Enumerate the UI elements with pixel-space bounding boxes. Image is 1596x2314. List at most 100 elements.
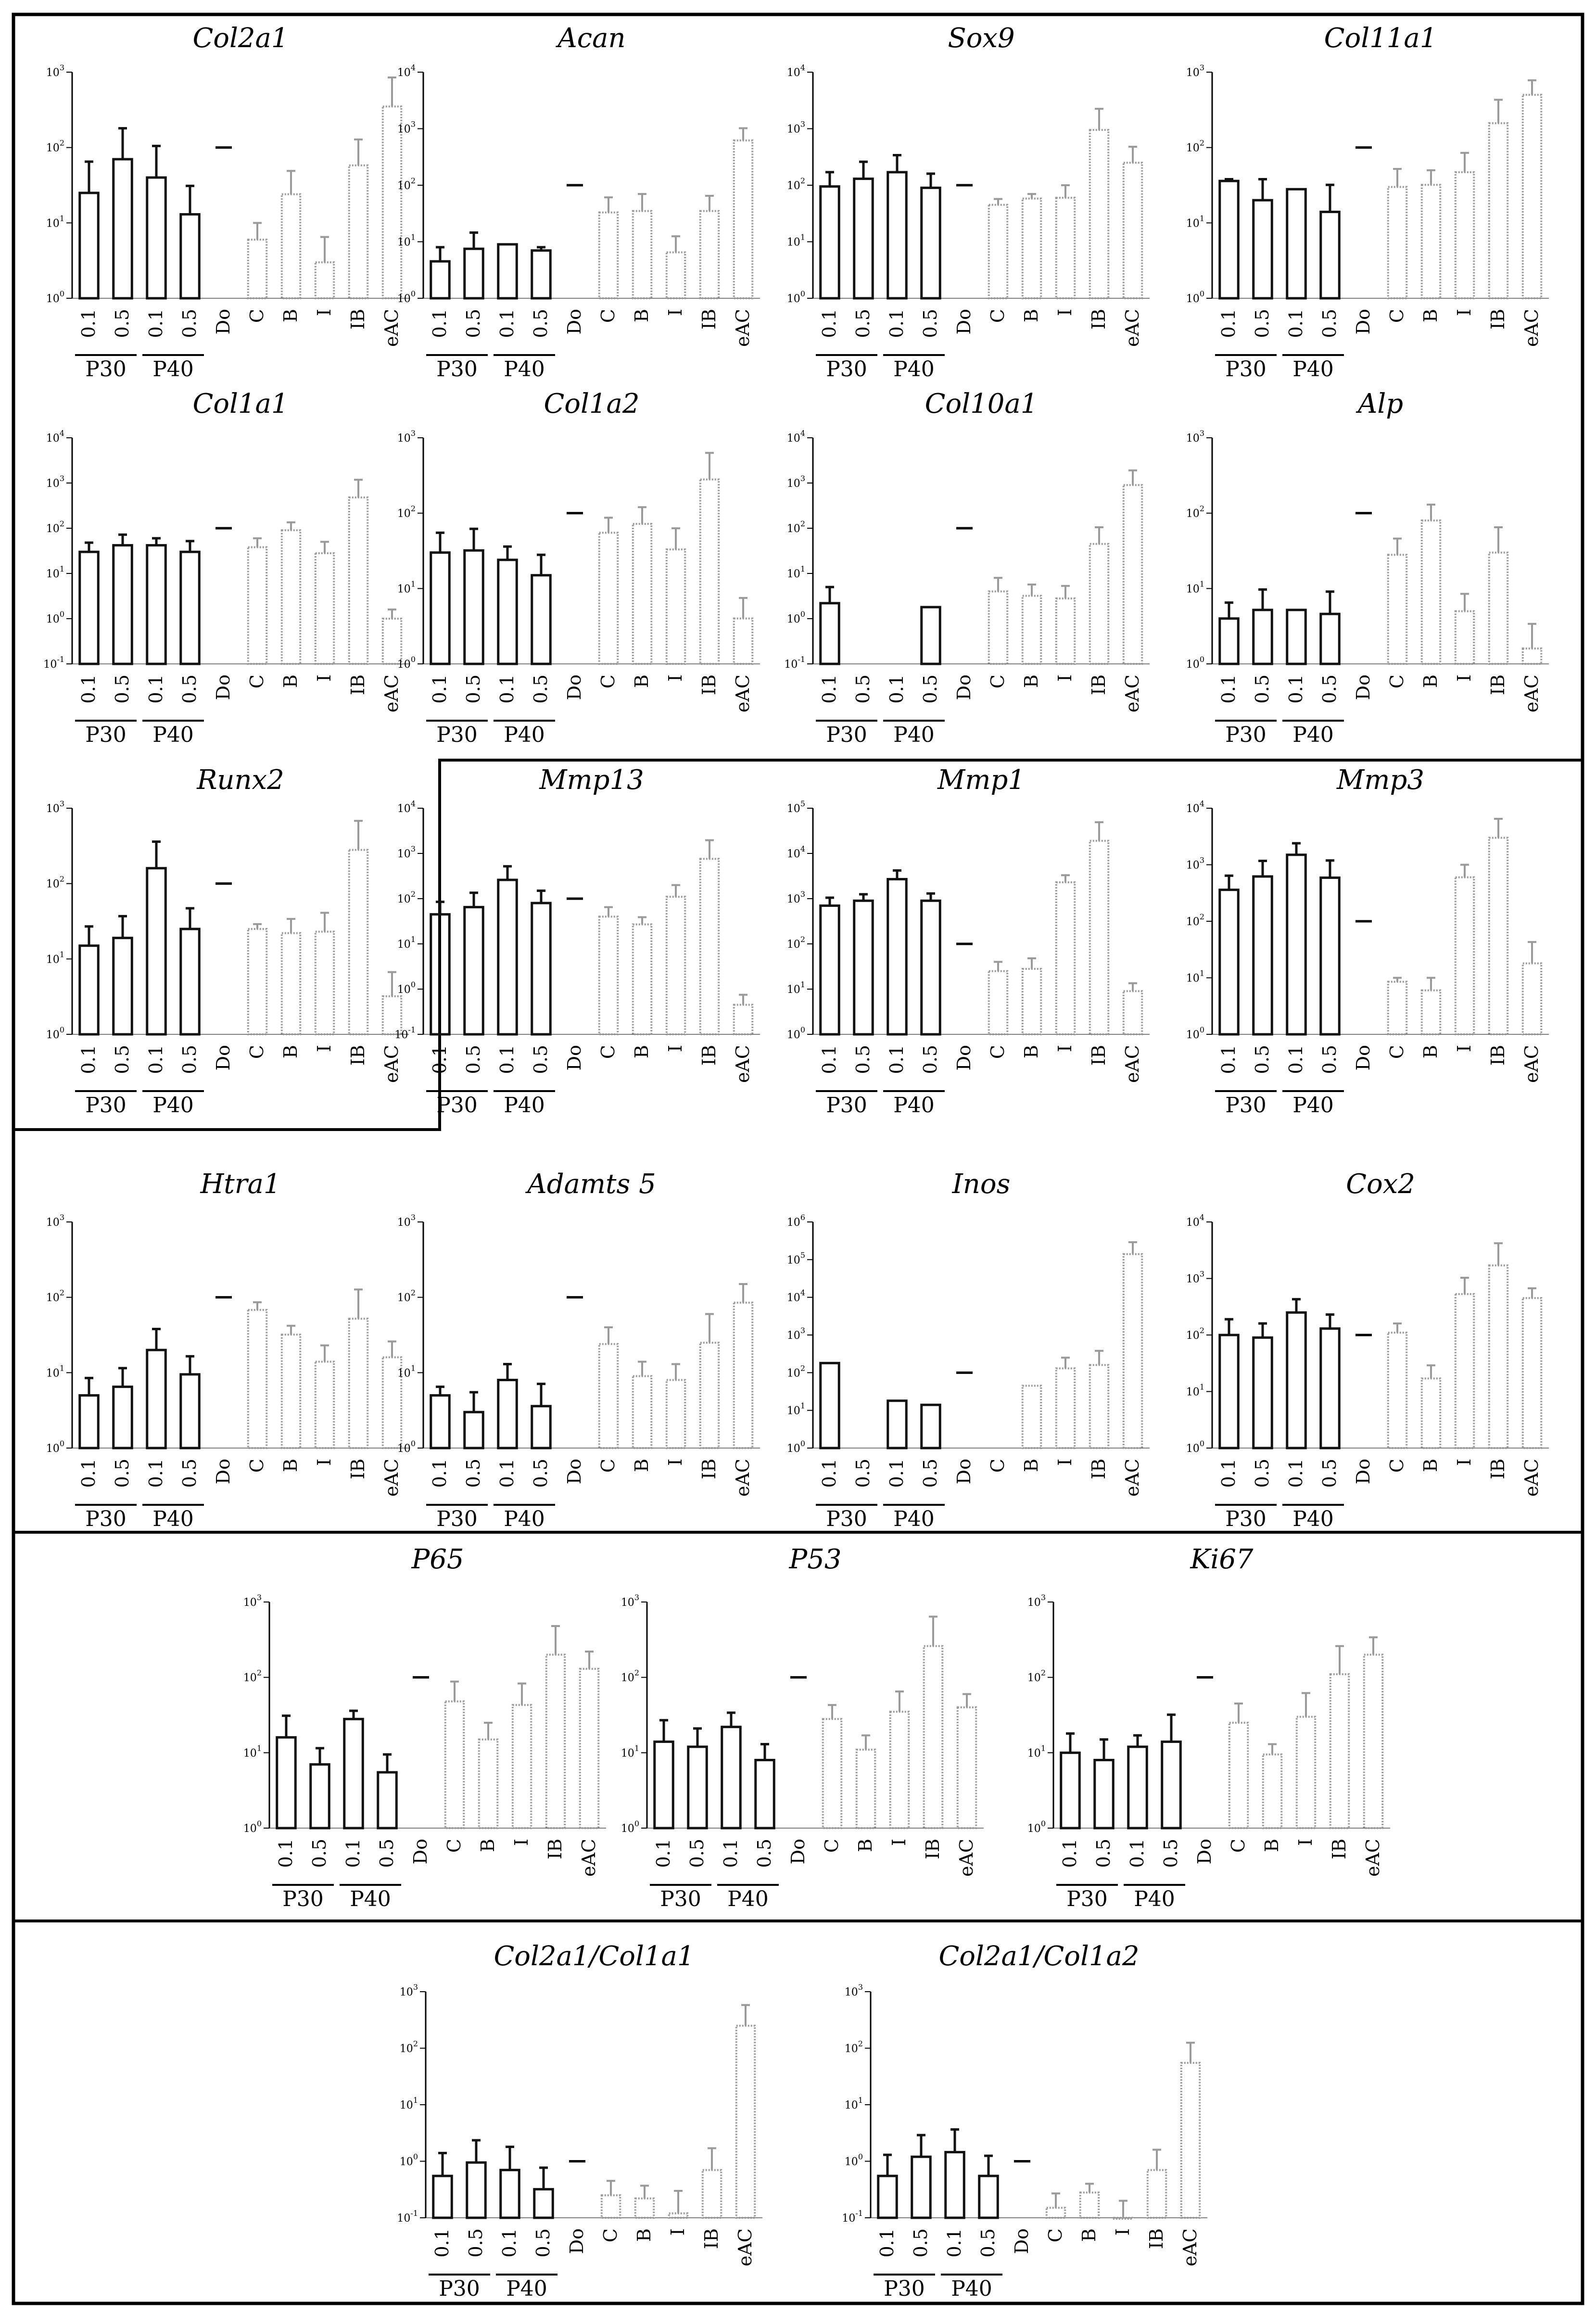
bar-0.1 (1218, 617, 1240, 665)
x-tick-label: 0.5 (1319, 674, 1340, 703)
x-tick-label: 0.5 (179, 309, 200, 338)
x-tick-label: eAC (732, 1459, 753, 1497)
y-tick-exponent: 4 (1200, 799, 1204, 808)
x-tick-label: 0.5 (112, 674, 133, 703)
y-tick-label: 101 (621, 1743, 639, 1759)
y-tick-label: 10-1 (394, 1025, 416, 1041)
y-tick-label: 103 (787, 120, 805, 136)
x-tick-label: B (1021, 309, 1042, 322)
group-label: P30 (436, 723, 478, 747)
x-tick-label: 0.1 (78, 1459, 99, 1488)
y-tick-exponent: 3 (411, 120, 416, 129)
bar-b (632, 1375, 653, 1449)
y-tick-label: 100 (46, 289, 64, 305)
chart-title: Ki67 (1190, 1544, 1253, 1575)
bar-0.5 (1252, 609, 1273, 665)
x-tick-label: 0.5 (532, 2228, 554, 2257)
chart-title: Cox2 (1346, 1169, 1415, 1200)
y-tick-label: 100 (1027, 1819, 1046, 1835)
y-tick-exponent: 3 (1200, 63, 1204, 72)
x-tick-label: I (665, 309, 686, 316)
group-label: P40 (152, 723, 194, 747)
x-tick-label: I (314, 309, 335, 316)
x-tick-label: 0.5 (920, 1459, 941, 1488)
chart-title: Col2a1 (192, 23, 288, 54)
x-tick-label: 0.5 (852, 1045, 874, 1074)
y-tick-exponent: 2 (634, 1668, 639, 1678)
bar-b (632, 210, 653, 299)
y-tick-label: 104 (46, 429, 64, 445)
bar-ib (348, 849, 369, 1036)
bar-b (1420, 184, 1442, 299)
x-tick-label: 0.1 (496, 674, 518, 703)
chart-title: Mmp3 (1336, 764, 1424, 796)
x-tick-label: 0.5 (463, 1459, 484, 1488)
y-tick-label: 102 (1027, 1668, 1046, 1684)
bar-b (280, 529, 302, 665)
bar-0.1 (877, 2174, 898, 2219)
bar-c (247, 546, 268, 665)
chart-title: Acan (555, 23, 625, 54)
bar-i (665, 1379, 686, 1449)
x-tick-label: Do (1011, 2228, 1032, 2254)
y-tick-label: 101 (787, 233, 805, 249)
y-tick-label: 100 (397, 289, 416, 305)
bar-ib (699, 478, 720, 665)
x-tick-label: 0.1 (429, 1459, 450, 1488)
group-label: P30 (826, 1093, 867, 1118)
bar-0.1 (497, 878, 518, 1036)
y-tick-exponent: 3 (60, 63, 64, 72)
bar-c (247, 239, 268, 299)
y-tick-exponent: 2 (60, 139, 64, 148)
x-tick-label: eAC (381, 1045, 402, 1083)
y-tick-exponent: 3 (800, 120, 805, 129)
box-runx2-divider (13, 759, 1583, 1131)
x-tick-label: 0.1 (720, 1839, 741, 1868)
x-tick-label: C (597, 674, 619, 688)
x-tick-label: eAC (732, 1045, 753, 1083)
bar-0.1 (276, 1736, 297, 1830)
y-tick-exponent: 0 (411, 1439, 416, 1448)
x-tick-label: eAC (1179, 2228, 1201, 2266)
y-tick-label: 101 (1027, 1743, 1046, 1759)
x-tick-label: IB (1329, 1839, 1350, 1859)
bar-b (1021, 967, 1042, 1036)
x-tick-label: B (631, 309, 652, 322)
x-tick-label: Do (953, 674, 975, 700)
bar-eac (579, 1667, 600, 1829)
bar-0.5 (920, 899, 941, 1036)
bar-0.1 (78, 1394, 100, 1449)
x-tick-label: Do (410, 1839, 431, 1864)
bar-ib (1089, 543, 1110, 665)
y-tick-exponent: 0 (60, 610, 64, 619)
x-tick-label: 0.5 (179, 1045, 200, 1074)
bar-0.1 (944, 2151, 965, 2219)
group-label: P40 (951, 2276, 992, 2301)
chart-title: Runx2 (196, 764, 284, 796)
bar-0.1 (819, 602, 840, 665)
y-tick-exponent: 1 (60, 564, 64, 573)
x-tick-label: 0.5 (852, 309, 874, 338)
bar-i (314, 1360, 335, 1449)
x-tick-label: Do (953, 1459, 975, 1484)
bar-0.5 (531, 249, 552, 300)
x-tick-label: B (280, 309, 301, 322)
y-tick-exponent: 4 (800, 63, 805, 72)
x-tick-label: B (477, 1839, 498, 1852)
bar-0.1 (497, 559, 518, 665)
group-label: P40 (504, 1507, 545, 1531)
y-tick-exponent: 0 (1200, 289, 1204, 298)
x-tick-label: 0.1 (78, 1045, 99, 1074)
chart-title: Inos (952, 1169, 1011, 1200)
bar-eac (1122, 162, 1143, 299)
x-tick-label: 0.1 (78, 309, 99, 338)
bar-b (1420, 989, 1442, 1035)
x-tick-label: 0.1 (886, 1045, 907, 1074)
x-tick-label: 0.1 (944, 2228, 965, 2257)
group-label: P40 (1292, 723, 1334, 747)
y-tick-exponent: 3 (800, 890, 805, 899)
x-tick-label: C (597, 1459, 619, 1473)
